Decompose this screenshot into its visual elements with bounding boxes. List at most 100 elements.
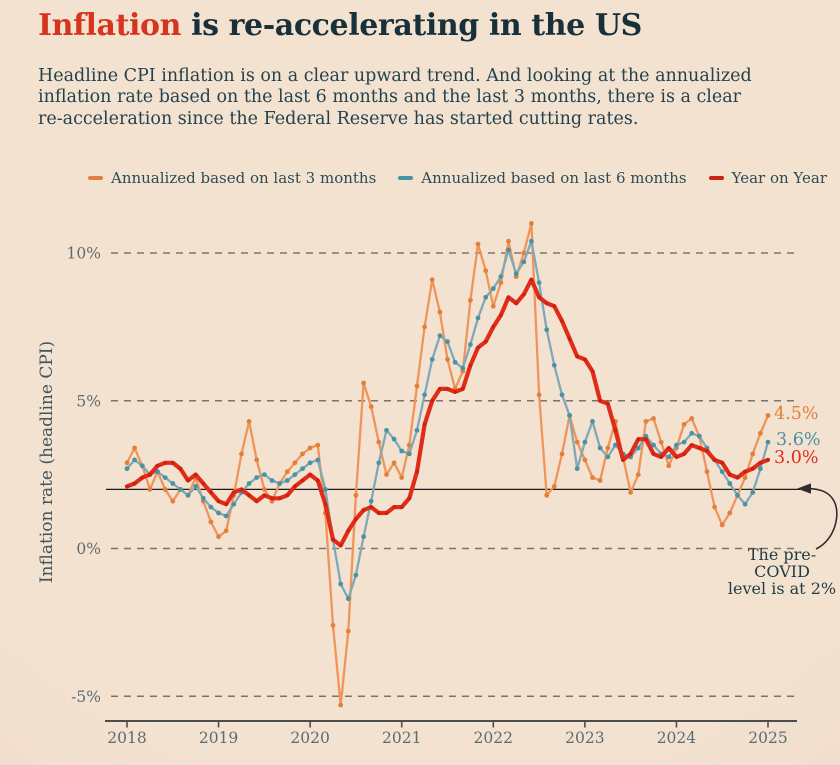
y-axis-title: Inflation rate (headline CPI) bbox=[37, 340, 57, 584]
series-point bbox=[551, 484, 557, 489]
series-point bbox=[521, 259, 527, 265]
series-point bbox=[666, 446, 671, 450]
series-point bbox=[674, 442, 679, 448]
series-point bbox=[368, 404, 374, 410]
series-point bbox=[361, 534, 366, 540]
legend-label-year-on-year: Year on Year bbox=[731, 169, 828, 187]
series-point bbox=[331, 537, 335, 542]
series-point bbox=[300, 451, 305, 457]
series-point bbox=[338, 543, 343, 548]
series-point bbox=[368, 498, 374, 504]
series-point bbox=[376, 460, 382, 466]
series-point bbox=[537, 295, 541, 300]
x-tick-label-2021: 2021 bbox=[382, 729, 421, 747]
end-label-year-on-year: 3.0% bbox=[774, 448, 819, 468]
series-point bbox=[544, 492, 550, 498]
series-point bbox=[574, 466, 580, 472]
series-point bbox=[704, 469, 710, 475]
series-point bbox=[391, 436, 397, 442]
series-point bbox=[765, 439, 771, 445]
series-point bbox=[132, 481, 137, 486]
series-point bbox=[445, 387, 450, 391]
series-point bbox=[697, 446, 702, 450]
series-point bbox=[643, 419, 649, 424]
x-tick-label-2022: 2022 bbox=[474, 729, 513, 747]
series-point bbox=[399, 448, 405, 454]
series-point bbox=[499, 313, 503, 317]
series-point bbox=[758, 466, 763, 472]
series-point bbox=[300, 478, 305, 483]
series-point bbox=[727, 472, 732, 477]
series-point bbox=[132, 457, 138, 463]
series-point bbox=[681, 439, 687, 445]
series-point bbox=[376, 511, 381, 515]
series-point bbox=[155, 469, 160, 475]
series-point bbox=[307, 460, 313, 466]
series-point bbox=[284, 469, 290, 475]
series-point bbox=[506, 238, 511, 244]
series-point bbox=[635, 445, 641, 451]
series-point bbox=[628, 452, 633, 456]
series-point bbox=[422, 392, 427, 398]
y-tick-label-0%: 0% bbox=[76, 540, 101, 558]
series-point bbox=[636, 437, 641, 442]
y-tick-label-5%: 5% bbox=[76, 392, 101, 410]
series-point bbox=[544, 327, 550, 333]
series-point bbox=[231, 490, 236, 495]
legend-marker-orange-icon bbox=[87, 175, 103, 181]
series-point bbox=[635, 472, 641, 477]
series-point bbox=[453, 390, 457, 394]
series-point bbox=[651, 442, 656, 448]
series-point bbox=[483, 339, 488, 344]
series-point bbox=[208, 519, 214, 525]
series-point bbox=[475, 315, 481, 321]
series-point bbox=[369, 505, 374, 509]
series-point bbox=[186, 478, 190, 483]
series-point bbox=[430, 398, 435, 403]
subtitle: Headline CPI inflation is on a clear upw… bbox=[38, 66, 752, 130]
series-point bbox=[514, 301, 519, 306]
series-point bbox=[644, 437, 648, 442]
series-point bbox=[529, 277, 534, 282]
series-point bbox=[284, 478, 290, 483]
series-point bbox=[597, 445, 603, 451]
series-point bbox=[559, 451, 565, 457]
series-point bbox=[399, 505, 404, 509]
series-point bbox=[354, 517, 358, 521]
series-point bbox=[658, 439, 664, 445]
series-point bbox=[750, 490, 756, 495]
series-point bbox=[521, 292, 526, 297]
series-point bbox=[605, 401, 610, 406]
series-point bbox=[476, 345, 480, 350]
series-point bbox=[445, 339, 450, 344]
series-point bbox=[720, 460, 725, 465]
series-point bbox=[193, 484, 199, 489]
series-point bbox=[162, 475, 168, 480]
series-point bbox=[468, 363, 473, 368]
x-tick-label-2024: 2024 bbox=[657, 729, 697, 747]
series-point bbox=[583, 357, 587, 362]
series-point bbox=[315, 478, 320, 483]
series-point bbox=[468, 297, 473, 303]
series-point bbox=[415, 469, 419, 474]
series-point bbox=[277, 496, 282, 501]
series-point bbox=[338, 581, 344, 587]
annotation-arrow-curve bbox=[807, 487, 838, 550]
series-point bbox=[475, 241, 481, 247]
title-rest: is re-accelerating in the US bbox=[181, 8, 642, 43]
series-point bbox=[391, 460, 397, 466]
title-highlight: Inflation bbox=[38, 8, 182, 43]
series-point bbox=[605, 454, 611, 460]
series-point bbox=[330, 622, 336, 628]
series-point bbox=[490, 286, 496, 291]
series-point bbox=[201, 481, 206, 486]
series-point bbox=[178, 487, 183, 492]
subtitle-line-1: Headline CPI inflation is on a clear upw… bbox=[38, 66, 752, 86]
series-point bbox=[743, 469, 747, 474]
series-point bbox=[353, 492, 359, 498]
series-point bbox=[132, 445, 138, 451]
series-point bbox=[483, 268, 489, 274]
series-point bbox=[621, 458, 625, 462]
series-point bbox=[766, 458, 770, 462]
